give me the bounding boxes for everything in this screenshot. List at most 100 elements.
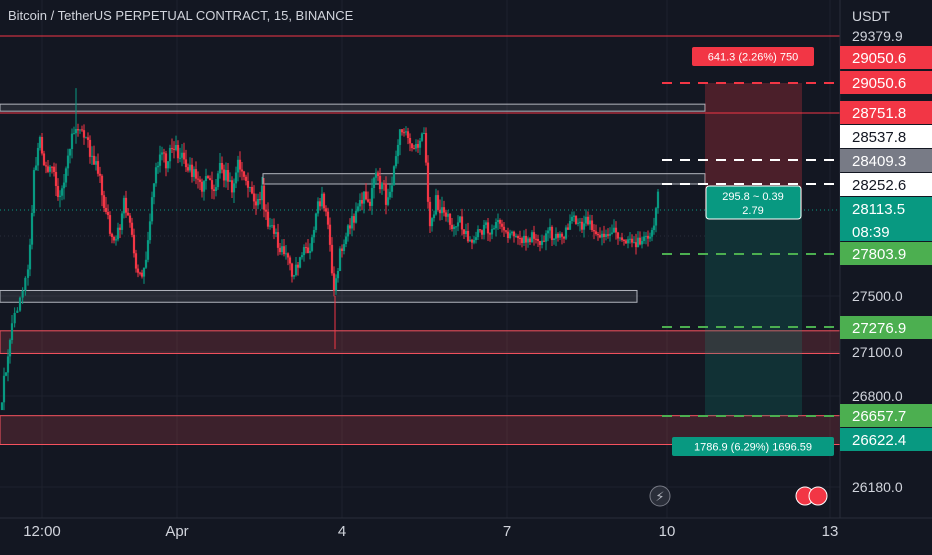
candle-body (364, 191, 368, 200)
candle-body (636, 237, 640, 248)
lightning-icon (649, 485, 671, 507)
price-badge: 28409.3 (852, 153, 906, 170)
candle-body (574, 215, 578, 224)
candle-body (196, 178, 200, 180)
candle-body (448, 213, 452, 225)
candle-body (166, 161, 170, 169)
candle-body (416, 144, 420, 148)
candle-body (534, 238, 538, 240)
candle-body (218, 162, 222, 174)
candle-body (506, 231, 510, 239)
candle-body (160, 152, 164, 155)
candle-body (230, 180, 234, 193)
candle-body (254, 201, 258, 206)
candle-body (554, 233, 558, 239)
risk-reward-box (705, 185, 802, 220)
candle-body (242, 171, 246, 177)
candle-body (236, 159, 240, 173)
zone-rectangle (262, 173, 706, 185)
candle-body (618, 237, 622, 239)
candle-body (248, 187, 252, 189)
candle-body (606, 234, 610, 236)
candle-body (92, 155, 96, 165)
candle-body (294, 264, 298, 276)
candle-body (216, 173, 220, 188)
price-badge-bg (840, 242, 932, 265)
candle-body (180, 152, 184, 158)
candle-body (314, 213, 318, 230)
candle-body (272, 225, 276, 234)
candle-body (586, 216, 590, 225)
candle-body (524, 235, 528, 243)
candle-body (262, 185, 266, 210)
candle-body (300, 255, 304, 258)
candle-body (484, 222, 488, 225)
candle-body (268, 225, 272, 227)
candle-body (78, 129, 82, 131)
candle-body (72, 133, 76, 135)
candle-body (16, 310, 19, 313)
candle-body (96, 161, 100, 174)
candle-body (408, 137, 412, 144)
candle-body (598, 235, 602, 238)
candle-body (628, 238, 632, 240)
y-tick-label: 27100.0 (852, 344, 903, 360)
candle-body (144, 259, 148, 268)
price-badge-bg (840, 197, 932, 241)
candle-body (354, 210, 358, 223)
candle-body (504, 230, 508, 232)
candle-body (134, 253, 138, 269)
price-badge: 26657.7 (852, 408, 906, 425)
candle-body (282, 246, 286, 255)
candle-body (418, 140, 422, 148)
price-badge: 28537.8 (852, 129, 906, 146)
price-badge-bg (840, 71, 932, 94)
candle-body (568, 220, 572, 230)
candle-body (374, 172, 378, 178)
symbol-title[interactable]: Bitcoin / TetherUS PERPETUAL CONTRACT, 1… (8, 8, 354, 23)
risk-reward-line-1: 295.8 ~ 0.39 (722, 191, 783, 203)
take-profit-label: 1786.9 (6.29%) 1696.59 (694, 442, 812, 454)
candle-body (390, 185, 394, 192)
candle-body (322, 193, 326, 209)
candle-body (112, 236, 116, 241)
candle-body (454, 226, 458, 228)
candle-body (142, 267, 146, 277)
candle-body (384, 183, 388, 205)
candle-body (204, 176, 208, 182)
candle-body (640, 241, 644, 245)
candle-body (528, 238, 532, 243)
candle-body (406, 131, 410, 138)
candle-body (138, 272, 142, 274)
currency-label[interactable]: USDT (852, 8, 891, 24)
candle-body (466, 230, 470, 242)
candle-body (644, 235, 648, 237)
candle-body (424, 133, 428, 163)
candle-body (630, 238, 634, 243)
candle-body (156, 165, 160, 168)
price-badge: 28751.8 (852, 105, 906, 122)
candle-body (422, 133, 426, 135)
stop-loss-label-bg (692, 47, 814, 66)
zone-rectangle (0, 289, 638, 303)
candle-body (158, 154, 162, 166)
candle-body (590, 220, 594, 231)
candle-body (56, 185, 60, 198)
candle-body (202, 181, 206, 192)
candle-body (58, 195, 62, 198)
candle-body (280, 246, 284, 253)
price-badge: 29050.6 (852, 50, 906, 67)
candle-body (548, 226, 552, 231)
candle-body (612, 227, 616, 233)
candle-body (13, 312, 16, 324)
price-badge: 28252.6 (852, 177, 906, 194)
candle-body (436, 195, 440, 210)
candle-body (328, 224, 332, 245)
candle-body (182, 152, 186, 160)
candle-body (578, 221, 582, 223)
candle-body (278, 247, 282, 253)
candle-body (220, 162, 224, 170)
candle-body (76, 129, 80, 131)
